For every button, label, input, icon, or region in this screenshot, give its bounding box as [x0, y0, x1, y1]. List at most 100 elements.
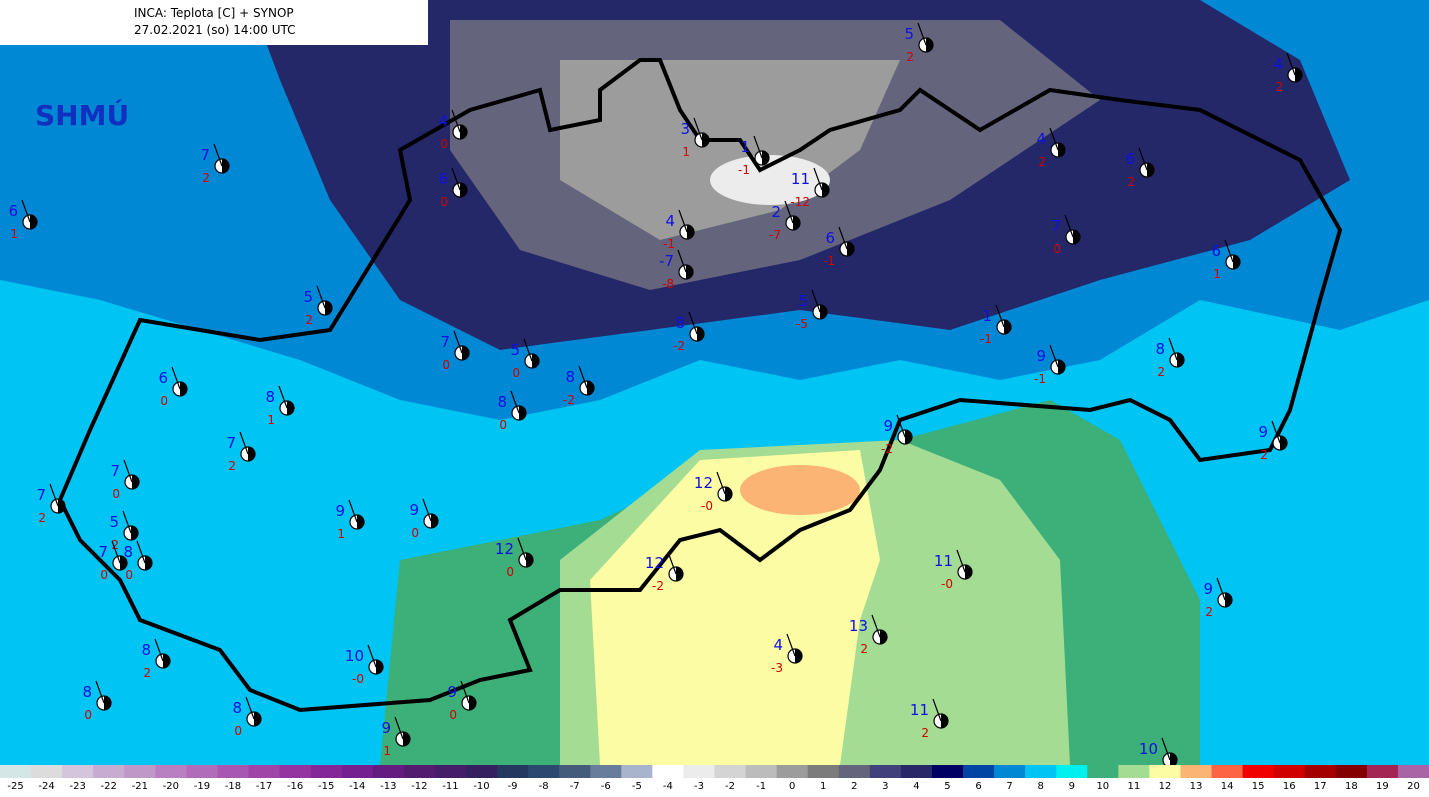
colorbar-label: -1 — [756, 781, 766, 792]
station-cloud — [431, 514, 438, 528]
colorbar-cell — [714, 765, 747, 778]
colorbar-cell — [403, 765, 436, 778]
wind-barb — [451, 109, 461, 133]
wind-barb — [136, 540, 146, 564]
wind-barb — [1049, 344, 1059, 368]
station-cloud — [462, 346, 469, 360]
dew-point: -5 — [796, 317, 808, 331]
colorbar-label: 18 — [1345, 781, 1358, 792]
temperature: 11 — [791, 170, 810, 188]
colorbar-cell — [1056, 765, 1088, 778]
colorbar-cell — [838, 765, 871, 778]
dew-point: 1 — [682, 145, 690, 159]
colorbar-label: 10 — [1096, 781, 1109, 792]
colorbar-cell — [963, 765, 995, 778]
station-cloud — [120, 556, 127, 570]
dew-point: -0 — [941, 577, 953, 591]
dew-point: -12 — [790, 195, 810, 209]
dew-point: 2 — [1157, 365, 1165, 379]
temperature: 7 — [1051, 217, 1061, 235]
temperature: 6 — [1211, 242, 1221, 260]
wind-barb — [278, 385, 288, 409]
dew-point: -1 — [1034, 372, 1046, 386]
colorbar-label: -21 — [132, 781, 148, 792]
colorbar-cell — [1087, 765, 1119, 778]
colorbar-label: -7 — [570, 781, 580, 792]
wind-barb — [245, 696, 255, 720]
temperature: 5 — [109, 513, 119, 531]
temperature: 10 — [1139, 740, 1158, 758]
temperature: 12 — [495, 540, 514, 558]
colorbar-label: -3 — [694, 781, 704, 792]
wind-barb — [716, 471, 726, 495]
colorbar-label: -24 — [38, 781, 54, 792]
dew-point: 0 — [411, 526, 419, 540]
station-cloud — [905, 430, 912, 444]
colorbar-cell — [186, 765, 218, 778]
wind-barb — [956, 549, 966, 573]
wind-barb — [838, 226, 848, 250]
temperature: 7 — [200, 146, 210, 164]
dew-point: 1 — [10, 227, 18, 241]
wind-barb — [677, 249, 687, 273]
dew-point: 0 — [506, 565, 514, 579]
dew-point: -1 — [823, 254, 835, 268]
temperature: 7 — [226, 434, 236, 452]
colorbar-label: -23 — [69, 781, 85, 792]
colorbar-label: 12 — [1159, 781, 1172, 792]
temperature: 8 — [497, 393, 507, 411]
colorbar-cell — [155, 765, 187, 778]
station-cloud — [180, 382, 187, 396]
station-cloud — [526, 553, 533, 567]
dew-point: -1 — [980, 332, 992, 346]
colorbar-label: 14 — [1221, 781, 1234, 792]
wind-barb — [813, 167, 823, 191]
dew-point: 2 — [1275, 80, 1283, 94]
station-cloud — [820, 305, 827, 319]
colorbar-cell — [217, 765, 250, 778]
station-cloud — [222, 159, 229, 173]
dew-point: 0 — [112, 487, 120, 501]
station-cloud — [248, 447, 255, 461]
dew-point: 1 — [1213, 267, 1221, 281]
temperature: 8 — [265, 388, 275, 406]
colorbar-cell — [931, 765, 964, 778]
station-cloud — [697, 327, 704, 341]
colorbar-cell — [279, 765, 312, 778]
dew-point: -3 — [771, 661, 783, 675]
colorbar-cell — [869, 765, 902, 778]
dew-point: 0 — [100, 568, 108, 582]
wind-barb — [917, 22, 927, 46]
colorbar-label: 3 — [882, 781, 888, 792]
dew-point: 0 — [499, 418, 507, 432]
colorbar-cell — [994, 765, 1026, 778]
colorbar-label: -13 — [380, 781, 396, 792]
temperature: 7 — [98, 543, 108, 561]
colorbar-label: -4 — [663, 781, 673, 792]
dew-point: -2 — [652, 579, 664, 593]
temperature: 5 — [798, 292, 808, 310]
wind-barb — [239, 431, 249, 455]
dew-point: 2 — [1127, 175, 1135, 189]
wind-barb — [896, 414, 906, 438]
dew-point: 0 — [449, 708, 457, 722]
wind-barb — [451, 167, 461, 191]
station-cloud — [1280, 436, 1287, 450]
temperature: 5 — [510, 341, 520, 359]
dew-point: 0 — [442, 358, 450, 372]
station-cloud — [1147, 163, 1154, 177]
colorbar-label: -10 — [473, 781, 489, 792]
colorbar-label: -2 — [725, 781, 735, 792]
colorbar-label: -22 — [101, 781, 117, 792]
colorbar-cell — [341, 765, 374, 778]
dew-point: 0 — [84, 708, 92, 722]
station-cloud — [587, 381, 594, 395]
temperature: 11 — [910, 701, 929, 719]
colorbar-label: -16 — [287, 781, 303, 792]
colorbar-label: -14 — [349, 781, 365, 792]
temperature: 6 — [1125, 150, 1135, 168]
temperature: 7 — [36, 486, 46, 504]
colorbar-cell — [776, 765, 809, 778]
wind-barb — [1161, 737, 1171, 761]
station-cloud — [1058, 360, 1065, 374]
